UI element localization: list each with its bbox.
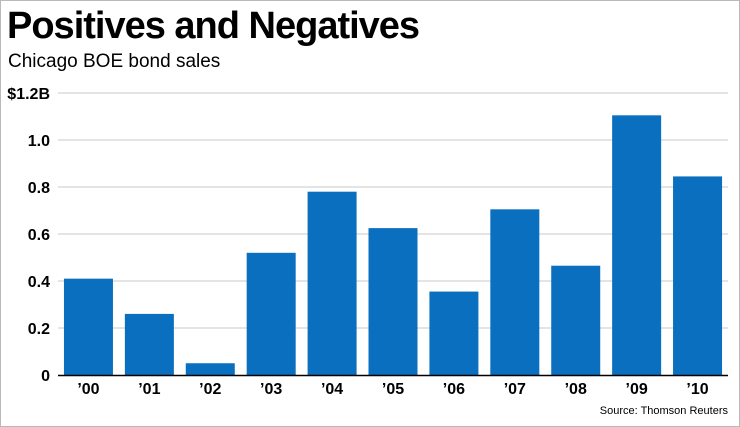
x-tick-label: ’05 <box>382 381 404 398</box>
x-tick-label: ’00 <box>77 381 99 398</box>
x-tick-label: ’01 <box>138 381 160 398</box>
y-tick-label: 0.4 <box>28 274 50 291</box>
bar-1 <box>124 313 174 375</box>
y-tick-label: 0 <box>41 368 50 385</box>
chart-subtitle: Chicago BOE bond sales <box>8 51 221 72</box>
y-tick-label: 0.2 <box>28 321 50 338</box>
y-tick-label: 0.8 <box>28 180 50 197</box>
x-tick-label: ’04 <box>321 381 343 398</box>
bar-7 <box>490 209 540 375</box>
bar-5 <box>368 228 418 375</box>
chart-title: Positives and Negatives <box>7 5 420 47</box>
x-tick-label: ’07 <box>504 381 526 398</box>
y-tick-label: 0.6 <box>28 227 50 244</box>
x-tick-label: ’08 <box>565 381 587 398</box>
y-tick-label: 1.0 <box>28 133 50 150</box>
bar-2 <box>185 363 235 375</box>
bar-3 <box>246 252 296 375</box>
x-tick-label: ’02 <box>199 381 221 398</box>
bar-9 <box>612 115 662 375</box>
bar-8 <box>551 265 601 375</box>
bar-4 <box>307 191 357 375</box>
bar-10 <box>673 176 723 375</box>
x-tick-label: ’06 <box>443 381 465 398</box>
source-note: Source: Thomson Reuters <box>599 405 728 417</box>
x-tick-label: ’10 <box>686 381 708 398</box>
x-tick-label: ’09 <box>626 381 648 398</box>
x-tick-label: ’03 <box>260 381 282 398</box>
y-tick-label: $1.2B <box>7 86 50 103</box>
bar-6 <box>429 291 479 375</box>
bar-0 <box>63 278 113 375</box>
